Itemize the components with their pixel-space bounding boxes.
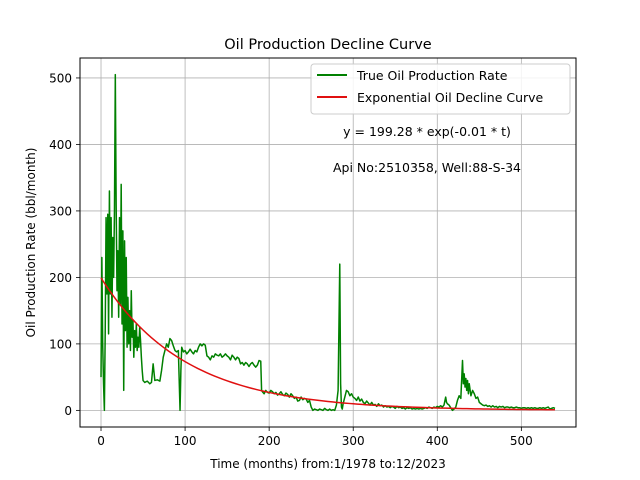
- y-tick-label: 300: [49, 204, 72, 218]
- x-tick-label: 400: [426, 434, 449, 448]
- grid-lines: [80, 58, 576, 427]
- x-tick-label: 300: [342, 434, 365, 448]
- x-axis-label: Time (months) from:1/1978 to:12/2023: [209, 457, 446, 471]
- well-info-annotation: Api No:2510358, Well:88-S-34: [333, 160, 521, 175]
- x-tick-label: 100: [174, 434, 197, 448]
- y-tick-label: 100: [49, 337, 72, 351]
- legend-label-exponential-oil-decline-curve: Exponential Oil Decline Curve: [357, 90, 544, 105]
- y-tick-label: 0: [64, 404, 72, 418]
- legend-label-true-oil-production-rate: True Oil Production Rate: [356, 68, 508, 83]
- series-line-exponential-oil-decline-curve: [100, 277, 555, 411]
- legend-box: [310, 63, 571, 115]
- fit-equation-annotation: y = 199.28 * exp(-0.01 * t): [343, 124, 511, 139]
- plot-area-frame: [79, 57, 577, 428]
- legend: True Oil Production Rate Exponential Oil…: [310, 63, 571, 115]
- y-tick-label: 500: [49, 71, 72, 85]
- y-axis-label: Oil Production Rate (bbl/month): [24, 148, 38, 338]
- series-line-true-oil-production-rate: [100, 73, 556, 412]
- axis-ticks: 0 100 200 300 400 500 0 100 200 300 400 500: [49, 71, 533, 448]
- y-tick-label: 200: [49, 271, 72, 285]
- x-tick-label: 0: [97, 434, 105, 448]
- y-tick-label: 400: [49, 138, 72, 152]
- chart-title: Oil Production Decline Curve: [224, 37, 432, 53]
- x-tick-label: 200: [258, 434, 281, 448]
- series-layer: [100, 73, 556, 412]
- x-tick-label: 500: [510, 434, 533, 448]
